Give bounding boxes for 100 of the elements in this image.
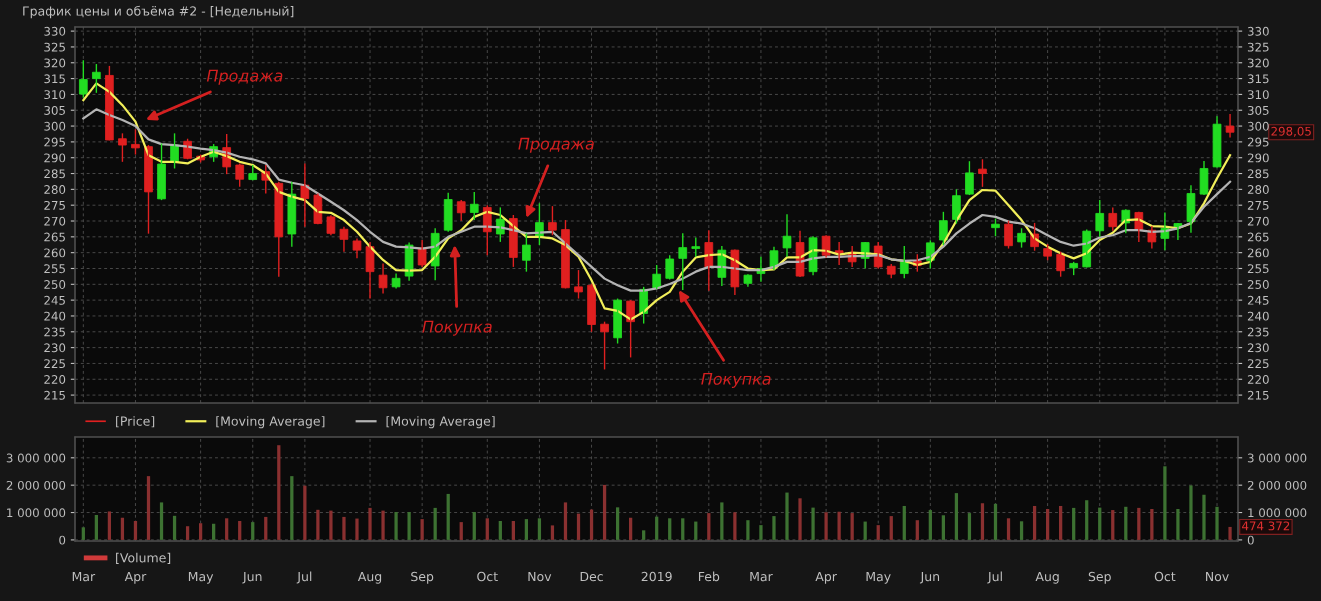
y2-tick-label: 275 [1247,200,1269,210]
bar [1059,505,1063,540]
bar [511,521,515,540]
bar [733,512,737,540]
bar [615,507,620,540]
annotation: Покупка [701,372,771,388]
candlestick [978,158,987,188]
x-tick-label: Mar [72,571,96,582]
bar [681,518,685,540]
bar [303,485,307,540]
bar [1019,521,1024,540]
bar [850,513,854,540]
x-tick-label: Oct [477,571,498,582]
candlestick [1199,160,1209,196]
y2-tick-label: 235 [1247,327,1269,337]
bar [811,507,815,540]
bar [498,521,502,540]
y2-tick-label: 250 [1247,280,1269,289]
candlestick [456,199,466,222]
x-tick-label: Sep [1088,571,1111,584]
bar [954,493,959,540]
bar [602,484,607,540]
y-tick-label: 280 [44,185,66,195]
y-tick-label: 230 [44,343,66,353]
bar [1045,508,1050,540]
bar [342,516,346,540]
bar [316,509,320,540]
y2-tick-label: 290 [1247,153,1269,163]
annotation: Продажа [518,137,594,153]
candlestick [1225,113,1235,139]
bar [120,517,125,540]
y-tick-label: 3 000 000 [6,453,66,463]
bar [1228,526,1232,540]
annotation: Продажа [206,69,283,85]
x-tick-label: Oct [1154,571,1176,582]
bar [1124,506,1128,540]
bar [238,521,242,540]
candlestick [235,162,245,188]
bar [81,527,85,540]
bar [1202,494,1206,540]
x-tick-label: Jul [296,571,312,584]
y-tick-label: 250 [44,280,66,289]
y2-tick-label: 265 [1247,232,1269,242]
y2-tick-label: 3 000 000 [1247,453,1307,463]
bar [902,505,906,540]
y2-tick-label: 270 [1247,216,1269,226]
y-tick-label: 275 [44,200,65,210]
bar [251,522,255,540]
candlestick [965,160,974,196]
x-tick-label: Apr [124,571,147,584]
bar [915,520,919,540]
candlestick [131,128,140,156]
y2-tick-label: 215 [1247,390,1269,400]
candlestick [157,142,166,201]
y2-tick-label: 255 [1247,264,1269,274]
bar [264,516,268,540]
y-tick-label: 290 [44,153,66,163]
x-tick-label: Sep [411,571,434,584]
candlestick [691,236,701,258]
bar [1176,508,1180,540]
bar [146,476,151,540]
bar [980,503,985,540]
candlestick [118,132,127,163]
bar [172,515,177,540]
bar [94,515,98,540]
bar [563,502,568,540]
bar [355,518,359,540]
bar [1163,466,1167,540]
y2-tick-label: 260 [1247,248,1269,258]
candlestick [574,269,583,300]
bar [459,522,463,540]
y-tick-label: 325 [44,42,65,52]
y2-tick-label: 330 [1247,26,1269,36]
legend-label: [Moving Average] [216,416,325,429]
x-tick-label: Nov [528,571,552,582]
candlestick [743,273,753,288]
y-tick-label: 305 [44,105,65,115]
y2-tick-label: 245 [1247,295,1269,305]
bar [537,518,542,540]
bar [290,476,294,540]
candlestick [79,59,88,99]
y-tick-label: 245 [44,295,65,305]
bar [876,525,880,540]
bar [993,503,998,540]
y2-tick-label: 295 [1247,137,1269,147]
bar [928,510,932,540]
candlestick [782,213,792,258]
bar [212,523,216,540]
y-tick-label: 1 000 000 [7,508,66,518]
candlestick [352,237,362,260]
candlestick [1095,199,1105,238]
bar [1189,485,1193,540]
y-tick-label: 215 [44,390,65,400]
bar [889,516,893,540]
bar [472,511,476,540]
candlestick [1017,227,1026,249]
bar [1006,518,1011,540]
y-tick-label: 270 [44,216,66,226]
bar [720,502,724,540]
bar [420,519,424,540]
